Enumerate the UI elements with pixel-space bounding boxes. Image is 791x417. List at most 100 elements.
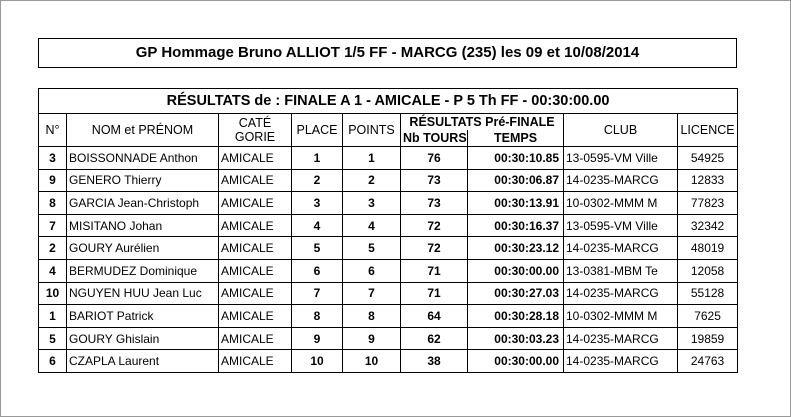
column-header: CATÉ GORIE	[218, 113, 292, 147]
name: BERMUDEZ Dominique	[66, 258, 219, 283]
group-header: RÉSULTATS Pré-FINALE	[400, 113, 564, 130]
laps: 76	[400, 146, 468, 170]
row: 2 GOURY Aurélien AMICALE 5 5 72 00:30:23.12 14-…	[38, 236, 739, 260]
column-header: TEMPS	[467, 130, 564, 147]
laps: 64	[400, 304, 468, 328]
row: 7 MISITANO Johan AMICALE 4 4 72 00:30:16.37 13-…	[38, 213, 739, 238]
row: 1 BARIOT Patrick AMICALE 8 8 64 00:30:28.18 10-…	[38, 304, 739, 328]
category: AMICALE	[218, 281, 292, 306]
row: 4 BERMUDEZ Dominique AMICALE 6 6 71 00:30:00.0…	[38, 258, 739, 283]
category: AMICALE	[218, 146, 292, 170]
points: 5	[342, 236, 401, 260]
row: 6 CZAPLA Laurent AMICALE 10 10 38 00:30:00.00 1…	[38, 349, 739, 373]
time: 00:30:13.91	[467, 191, 564, 215]
title: GP Hommage Bruno ALLIOT 1/5 FF - MARCG (…	[38, 38, 737, 68]
time: 00:30:27.03	[467, 281, 564, 306]
club: 13-0595-VM Ville	[563, 213, 678, 238]
name: BOISSONNADE Anthon	[66, 146, 219, 170]
points: 10	[342, 349, 401, 373]
time: 00:30:00.00	[467, 258, 564, 283]
place: 5	[291, 236, 343, 260]
points: 8	[342, 304, 401, 328]
time: 00:30:03.23	[467, 326, 564, 351]
row: 8 GARCIA Jean-Christoph AMICALE 3 3 73 00:30:1…	[38, 191, 739, 215]
name: BARIOT Patrick	[66, 304, 219, 328]
number: 4	[38, 258, 67, 283]
name: GOURY Aurélien	[66, 236, 219, 260]
laps: 72	[400, 236, 468, 260]
name: CZAPLA Laurent	[66, 349, 219, 373]
time: 00:30:10.85	[467, 146, 564, 170]
place: 4	[291, 213, 343, 238]
place: 2	[291, 168, 343, 193]
club: 13-0595-VM Ville	[563, 146, 678, 170]
number: 2	[38, 236, 67, 260]
place: 8	[291, 304, 343, 328]
club: 14-0235-MARCG	[563, 236, 678, 260]
club: 13-0381-MBM Te	[563, 258, 678, 283]
laps: 73	[400, 191, 468, 215]
laps: 62	[400, 326, 468, 351]
name: NGUYEN HUU Jean Luc	[66, 281, 219, 306]
column-header: LICENCE	[676, 113, 739, 147]
column-header: N°	[38, 113, 67, 147]
licence: 48019	[676, 236, 739, 260]
column-header: NOM et PRÉNOM	[66, 113, 219, 147]
category: AMICALE	[218, 258, 292, 283]
row: 9 GENERO Thierry AMICALE 2 2 73 00:30:06.87 14-…	[38, 168, 739, 193]
place: 7	[291, 281, 343, 306]
laps: 71	[400, 258, 468, 283]
row: 5 GOURY Ghislain AMICALE 9 9 62 00:30:03.23 14-…	[38, 326, 739, 351]
points: 9	[342, 326, 401, 351]
column-header-line: CATÉ	[238, 116, 272, 130]
laps: 71	[400, 281, 468, 306]
category: AMICALE	[218, 349, 292, 373]
points: 7	[342, 281, 401, 306]
category: AMICALE	[218, 168, 292, 193]
row: 3 BOISSONNADE Anthon AMICALE 1 1 76 00:30:10.8…	[38, 146, 739, 170]
category: AMICALE	[218, 191, 292, 215]
licence: 19859	[676, 326, 739, 351]
licence: 77823	[676, 191, 739, 215]
name: MISITANO Johan	[66, 213, 219, 238]
category: AMICALE	[218, 304, 292, 328]
category: AMICALE	[218, 236, 292, 260]
points: 4	[342, 213, 401, 238]
points: 2	[342, 168, 401, 193]
club: 14-0235-MARCG	[563, 326, 678, 351]
points: 6	[342, 258, 401, 283]
column-header: PLACE	[291, 113, 343, 147]
laps: 72	[400, 213, 468, 238]
licence: 24763	[676, 349, 739, 373]
column-header-line: GORIE	[234, 130, 276, 144]
club: 10-0302-MMM M	[563, 191, 678, 215]
place: 6	[291, 258, 343, 283]
number: 1	[38, 304, 67, 328]
number: 7	[38, 213, 67, 238]
number: 3	[38, 146, 67, 170]
time: 00:30:28.18	[467, 304, 564, 328]
time: 00:30:23.12	[467, 236, 564, 260]
number: 5	[38, 326, 67, 351]
column-header: POINTS	[342, 113, 401, 147]
place: 3	[291, 191, 343, 215]
licence: 54925	[676, 146, 739, 170]
licence: 12058	[676, 258, 739, 283]
category: AMICALE	[218, 213, 292, 238]
name: GENERO Thierry	[66, 168, 219, 193]
time: 00:30:16.37	[467, 213, 564, 238]
time: 00:30:06.87	[467, 168, 564, 193]
club: 10-0302-MMM M	[563, 304, 678, 328]
number: 8	[38, 191, 67, 215]
licence: 55128	[676, 281, 739, 306]
name: GARCIA Jean-Christoph	[66, 191, 219, 215]
licence: 32342	[676, 213, 739, 238]
name: GOURY Ghislain	[66, 326, 219, 351]
club: 14-0235-MARCG	[563, 168, 678, 193]
laps: 38	[400, 349, 468, 373]
category: AMICALE	[218, 326, 292, 351]
club: 14-0235-MARCG	[563, 349, 678, 373]
licence: 12833	[676, 168, 739, 193]
column-header: CLUB	[563, 113, 678, 147]
